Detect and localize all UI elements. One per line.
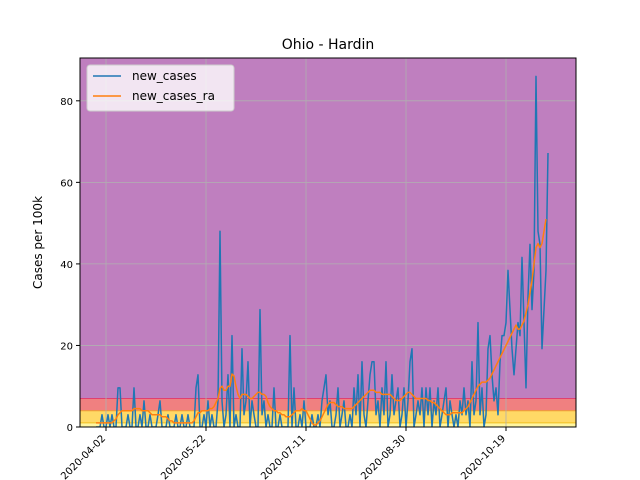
background-band — [80, 58, 576, 399]
y-tick-label: 20 — [60, 341, 73, 352]
background-bands — [80, 58, 576, 427]
background-band — [80, 422, 576, 427]
y-tick-label: 60 — [60, 178, 73, 189]
y-axis-label: Cases per 100k — [31, 196, 45, 289]
legend-box — [86, 64, 235, 112]
plot-frame — [79, 57, 577, 428]
legend-label-new_cases: new_cases — [132, 69, 197, 83]
series-line-new_cases — [96, 75, 549, 427]
series-layer — [96, 75, 549, 427]
series-line-new_cases_ra — [96, 218, 547, 426]
x-tick-label: 2020-07-11 — [259, 433, 308, 480]
legend-label-new_cases_ra: new_cases_ra — [132, 89, 215, 103]
x-axis-ticks: 2020-04-02 2020-05-22 2020-07-11 2020-08-30… — [59, 427, 508, 480]
x-tick-label: 2020-10-19 — [459, 433, 508, 480]
legend: new_cases new_cases_ra — [86, 64, 235, 112]
x-tick-label: 2020-04-02 — [59, 433, 108, 480]
x-tick-label: 2020-05-22 — [159, 433, 208, 480]
y-tick-label: 0 — [67, 423, 73, 434]
x-tick-label: 2020-08-30 — [359, 433, 408, 480]
chart-title: Ohio - Hardin — [282, 37, 375, 53]
y-tick-label: 40 — [60, 260, 73, 271]
y-tick-label: 80 — [60, 97, 73, 108]
y-axis-ticks: 0 20 40 60 80 — [60, 97, 80, 434]
